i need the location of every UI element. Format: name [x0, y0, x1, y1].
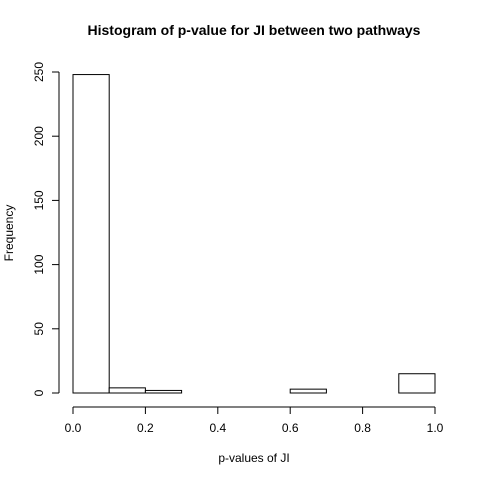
x-tick-label: 0.2: [137, 421, 154, 435]
x-tick-label: 0.8: [354, 421, 371, 435]
y-tick-label: 150: [32, 190, 46, 210]
x-tick-label: 0.0: [65, 421, 82, 435]
x-axis-label: p-values of JI: [218, 451, 289, 465]
histogram-bar: [108, 387, 146, 394]
y-tick-label: 250: [32, 62, 46, 82]
x-tick-label: 1.0: [427, 421, 444, 435]
bars-group: [72, 74, 436, 394]
y-tick-label: 0: [32, 389, 46, 396]
chart-title: Histogram of p-value for JI between two …: [88, 22, 421, 38]
x-tick-label: 0.4: [209, 421, 226, 435]
x-axis: 0.0 0.2 0.4 0.6 0.8 1.0: [65, 406, 444, 435]
y-tick-label: 100: [32, 254, 46, 274]
histogram-bar: [289, 388, 327, 394]
histogram-bar: [144, 389, 183, 394]
histogram-bar: [398, 373, 436, 394]
y-tick-label: 200: [32, 126, 46, 146]
histogram-bar: [72, 74, 110, 394]
y-axis: 0 50 100 150 200 250: [32, 62, 60, 396]
y-axis-label: Frequency: [2, 205, 16, 262]
y-tick-label: 50: [32, 322, 46, 336]
x-tick-label: 0.6: [282, 421, 299, 435]
